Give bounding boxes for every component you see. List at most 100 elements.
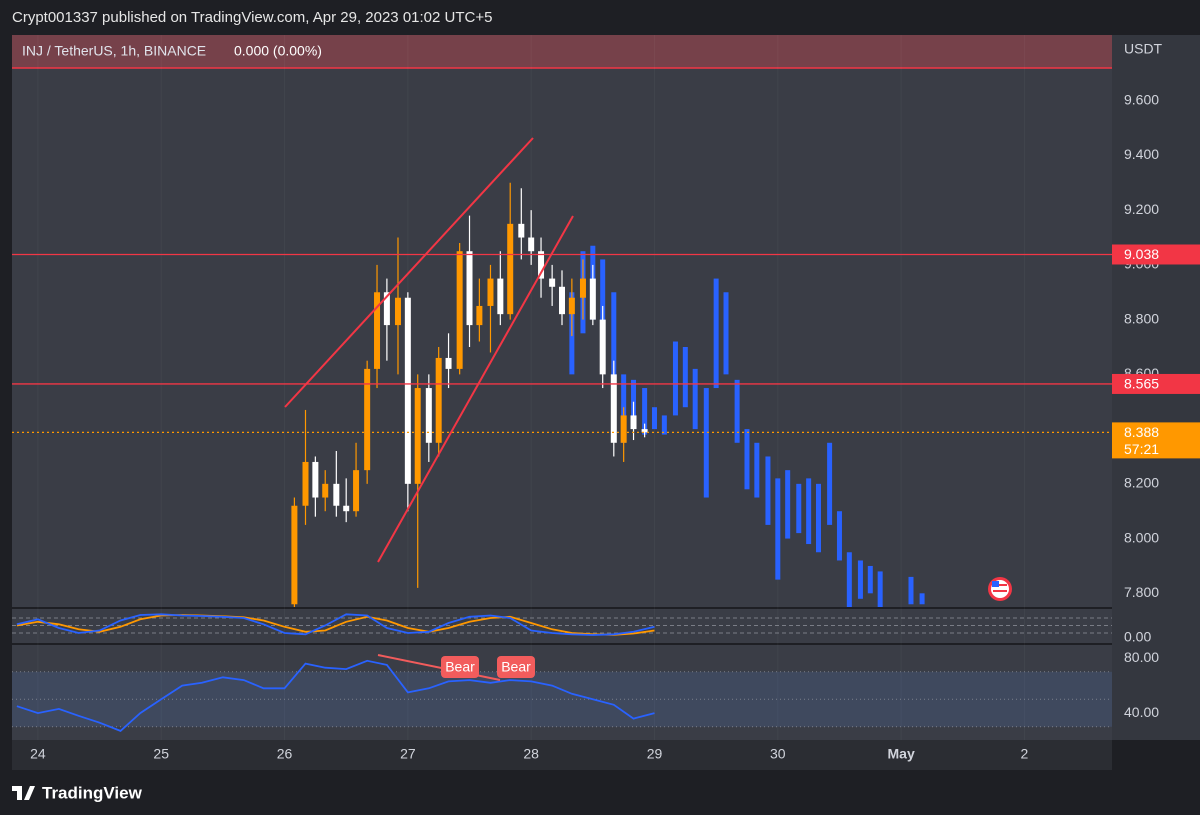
range-bar <box>754 442 760 498</box>
candle-body <box>538 251 545 279</box>
candle-body <box>374 292 381 369</box>
bear-label: Bear <box>501 659 531 675</box>
x-tick-label: 27 <box>400 746 416 762</box>
candle-body <box>456 251 463 369</box>
candle-body <box>302 461 309 506</box>
time-axis <box>12 740 1112 770</box>
range-bar <box>672 341 678 416</box>
level-label: 8.565 <box>1124 376 1159 392</box>
range-bar <box>734 379 740 443</box>
indicator-line <box>16 614 655 636</box>
indicator-line <box>16 659 655 732</box>
range-bar <box>827 442 833 525</box>
x-tick-label: 28 <box>523 746 539 762</box>
x-tick-label: 30 <box>770 746 786 762</box>
candle-body <box>620 415 627 443</box>
range-bar <box>785 470 791 539</box>
candle-body <box>630 415 637 430</box>
range-bar <box>642 388 648 435</box>
flag-icon <box>988 577 1012 601</box>
range-bar <box>806 478 812 545</box>
candle-body <box>497 278 504 315</box>
level-tag <box>1112 373 1200 394</box>
logo: TradingView <box>12 783 143 802</box>
bear-label: Bear <box>445 659 475 675</box>
y-tick-label: 8.000 <box>1124 529 1159 545</box>
candle-body <box>466 251 473 326</box>
last-price-tag <box>1112 422 1200 459</box>
x-tick-label: 26 <box>277 746 293 762</box>
candle-body <box>549 278 556 287</box>
candle-body <box>425 388 432 443</box>
resistance-zone <box>12 35 1112 68</box>
bear-label-box <box>497 656 535 678</box>
candle-body <box>291 505 298 605</box>
x-tick-label: May <box>888 746 915 762</box>
candle-body <box>599 319 606 375</box>
x-tick-label: 24 <box>30 746 46 762</box>
candle-body <box>343 505 350 512</box>
candle-body <box>333 483 340 506</box>
indicator-line <box>16 613 655 636</box>
channel-line <box>284 137 534 408</box>
range-bar <box>682 347 688 408</box>
candle-body <box>610 374 617 443</box>
x-tick-label: 29 <box>647 746 663 762</box>
currency: USDT <box>1124 41 1163 57</box>
candle-body <box>445 357 452 369</box>
channel-line <box>377 215 574 563</box>
flag-stripe <box>993 590 1007 592</box>
flag-canton <box>992 581 999 587</box>
candle-body <box>518 223 525 238</box>
y-tick-label: 9.400 <box>1124 146 1159 162</box>
candle-body <box>559 286 565 315</box>
range-bar <box>723 292 729 375</box>
candle-body <box>364 368 371 471</box>
y-tick-label: 8.200 <box>1124 475 1159 491</box>
publisher-line: Crypt001337 published on TradingView.com… <box>12 9 492 26</box>
range-bar <box>744 429 750 490</box>
range-bar <box>836 511 842 561</box>
candle-body <box>404 297 411 484</box>
range-bar <box>908 576 914 605</box>
logo-mark <box>12 786 35 800</box>
drawings <box>284 137 574 563</box>
range-bar <box>692 368 698 430</box>
candle-body <box>589 278 596 320</box>
range-bar <box>867 565 873 594</box>
candle-body <box>528 237 535 252</box>
range-bar <box>796 483 802 534</box>
candle-body <box>322 483 329 498</box>
range-bar <box>877 571 883 607</box>
candle-body <box>414 388 421 484</box>
candle-body <box>641 429 648 433</box>
y-tick-label: 7.800 <box>1124 584 1159 600</box>
bear-label-box <box>441 656 479 678</box>
y-tick-label: 80.00 <box>1124 649 1159 665</box>
candle-body <box>487 278 494 306</box>
symbol-title: INJ / TetherUS, 1h, BINANCE <box>22 43 206 59</box>
level-label: 9.038 <box>1124 246 1159 262</box>
price-change: 0.000 (0.00%) <box>234 43 322 59</box>
y-tick-label: 9.600 <box>1124 91 1159 107</box>
x-tick-label: 25 <box>153 746 169 762</box>
stoch-marks <box>12 613 1112 636</box>
level-tag <box>1112 244 1200 265</box>
range-bar <box>661 415 667 435</box>
countdown: 57:21 <box>1124 441 1159 457</box>
y-tick-label: 40.00 <box>1124 704 1159 720</box>
flag-stripe <box>993 584 1007 586</box>
range-bar <box>775 478 781 580</box>
candle-body <box>383 292 390 326</box>
candle-body <box>579 278 586 298</box>
range-bar <box>713 278 719 389</box>
candle-body <box>507 223 514 315</box>
range-bar <box>816 483 822 553</box>
brand: TradingView <box>42 783 143 802</box>
y-tick-label: 0.00 <box>1124 629 1151 645</box>
range-bar <box>919 593 925 605</box>
divergence-line <box>377 654 501 681</box>
range-bar <box>611 292 617 389</box>
range-bar <box>857 560 863 599</box>
